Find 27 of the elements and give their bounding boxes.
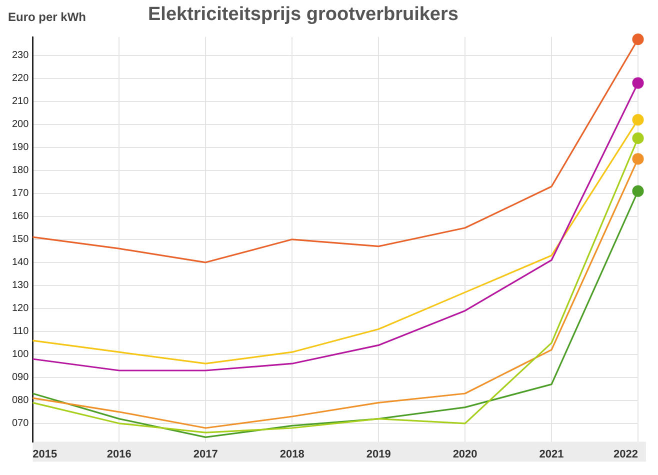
y-axis-title: Euro per kWh	[8, 10, 86, 24]
y-tick-label: 210	[12, 96, 30, 108]
y-tick-label: 100	[12, 349, 30, 360]
y-tick-label: 120	[12, 303, 30, 314]
chart-title: Elektriciteitsprijs grootverbruikers	[148, 4, 458, 26]
y-tick-label: 200	[12, 119, 30, 130]
x-tick-label: 2022	[614, 448, 638, 460]
x-tick-label: 2019	[366, 448, 391, 460]
y-tick-label: 070	[12, 418, 30, 430]
y-tick-label: 170	[12, 188, 30, 200]
y-tick-label: 220	[12, 73, 30, 84]
x-tick-label: 2018	[280, 448, 304, 460]
x-tick-label: 2017	[193, 448, 218, 460]
y-tick-label: 190	[12, 142, 30, 154]
y-tick-label: 160	[12, 211, 30, 222]
y-tick-label: 110	[12, 326, 30, 338]
y-tick-label: 230	[12, 50, 30, 62]
x-tick-label: 2015	[32, 448, 58, 460]
x-tick-label: 2016	[106, 448, 132, 460]
x-tick-label: 2020	[452, 448, 478, 460]
y-tick-label: 080	[12, 395, 30, 406]
y-tick-label: 140	[12, 257, 30, 268]
x-tick-label: 2021	[539, 448, 564, 460]
y-tick-label: 150	[12, 234, 30, 246]
y-tick-label: 130	[12, 280, 30, 292]
y-tick-label: 090	[12, 372, 30, 384]
y-tick-label: 180	[12, 165, 30, 176]
